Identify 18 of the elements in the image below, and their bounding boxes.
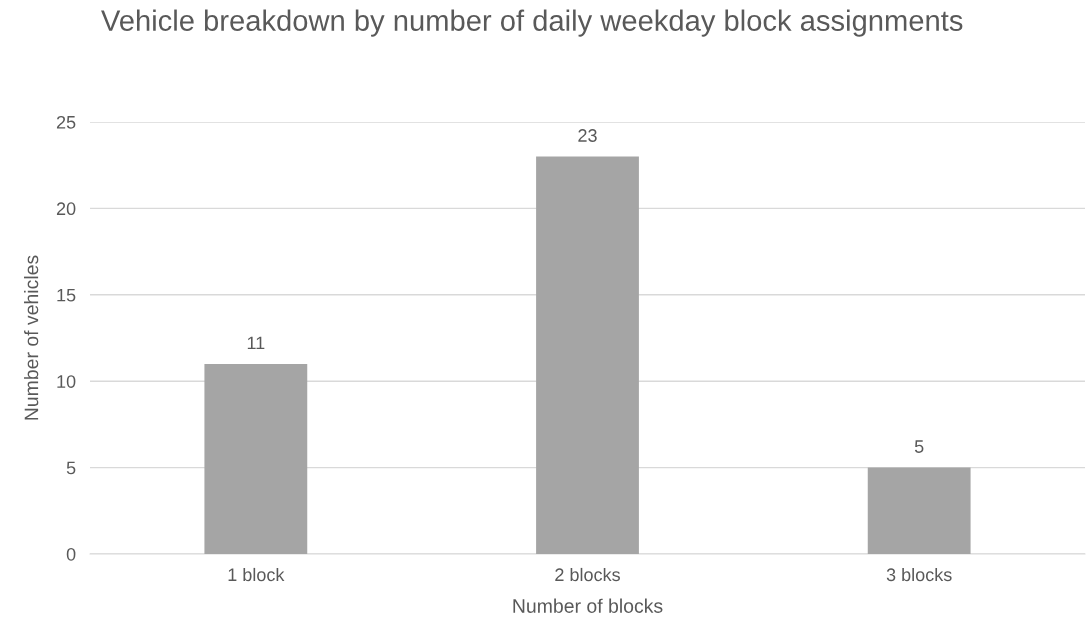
bar (867, 467, 971, 554)
y-tick-label: 10 (57, 375, 76, 388)
y-tick-label: 20 (56, 202, 76, 216)
data-label: 23 (578, 129, 597, 142)
y-tick-label: 25 (56, 115, 76, 129)
data-label: 11 (247, 336, 265, 350)
data-label: 5 (914, 440, 924, 453)
x-tick-label: 2 blocks (555, 567, 620, 582)
x-axis-title: Number of blocks (513, 598, 663, 613)
x-tick-label: 1 block (228, 567, 285, 582)
y-axis-title: Number of vehicles (24, 255, 39, 420)
y-tick-label: 0 (66, 547, 76, 561)
chart-title: Vehicle breakdown by number of daily weekday block assignments (101, 9, 963, 37)
y-tick-label: 15 (57, 288, 76, 302)
x-tick-label: 3 blocks (886, 567, 952, 582)
y-tick-label: 5 (66, 461, 76, 475)
bar (536, 156, 639, 554)
bar (204, 363, 308, 554)
